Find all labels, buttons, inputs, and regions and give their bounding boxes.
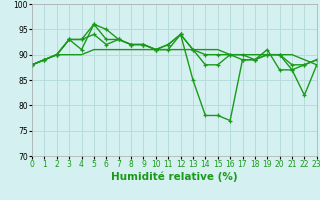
X-axis label: Humidité relative (%): Humidité relative (%) [111,172,238,182]
